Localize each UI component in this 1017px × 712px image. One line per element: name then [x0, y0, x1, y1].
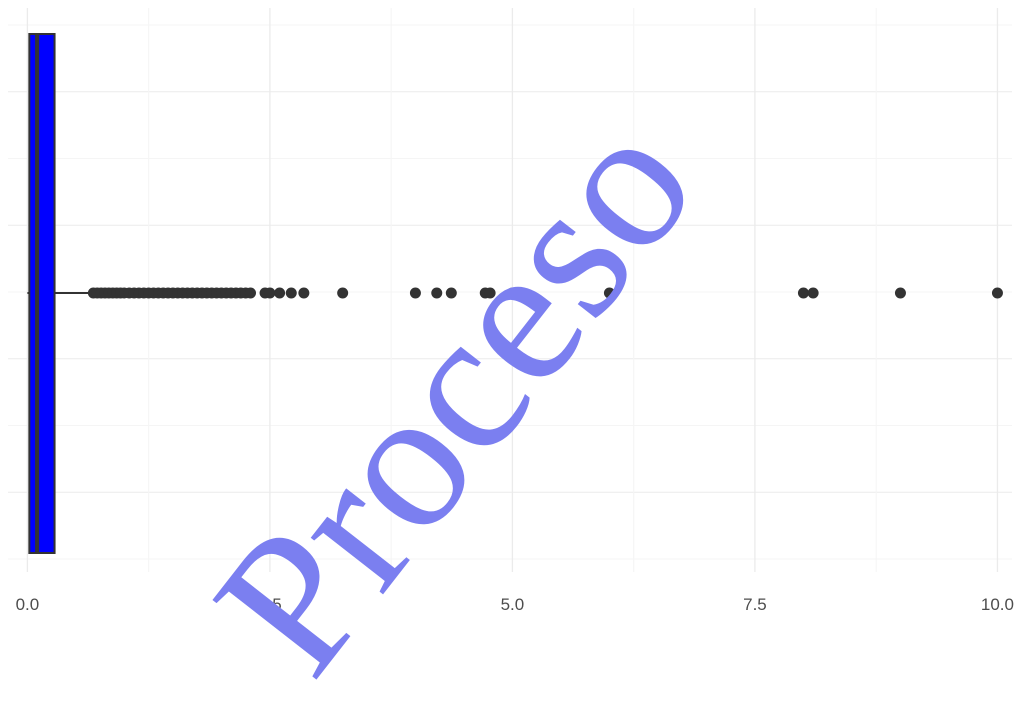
outlier-point: [431, 287, 443, 299]
outlier-layer: [87, 287, 1003, 299]
outlier-point: [797, 287, 809, 299]
outlier-point: [245, 287, 257, 299]
x-tick-label: 5.0: [501, 595, 525, 614]
outlier-point: [264, 287, 276, 299]
outlier-point: [298, 287, 310, 299]
outlier-point: [894, 287, 906, 299]
x-tick-label: 10.0: [981, 595, 1014, 614]
outlier-point: [484, 287, 496, 299]
x-tick-label: 0.0: [16, 595, 40, 614]
outlier-point: [274, 287, 286, 299]
boxplot-chart: 0.0 2.5 5.0 7.5 10.0: [8, 8, 1014, 614]
box-iqr: [28, 33, 56, 554]
outlier-point: [445, 287, 457, 299]
box-layer: [27, 33, 91, 554]
x-tick-label: 7.5: [743, 595, 767, 614]
x-axis-ticks: 0.0 2.5 5.0 7.5 10.0: [16, 595, 1014, 614]
outlier-point: [603, 287, 615, 299]
outlier-point: [409, 287, 421, 299]
x-tick-label: 2.5: [258, 595, 282, 614]
outlier-point: [337, 287, 349, 299]
outlier-point: [285, 287, 297, 299]
outlier-point: [506, 287, 518, 299]
outlier-point: [807, 287, 819, 299]
outlier-point: [991, 287, 1003, 299]
